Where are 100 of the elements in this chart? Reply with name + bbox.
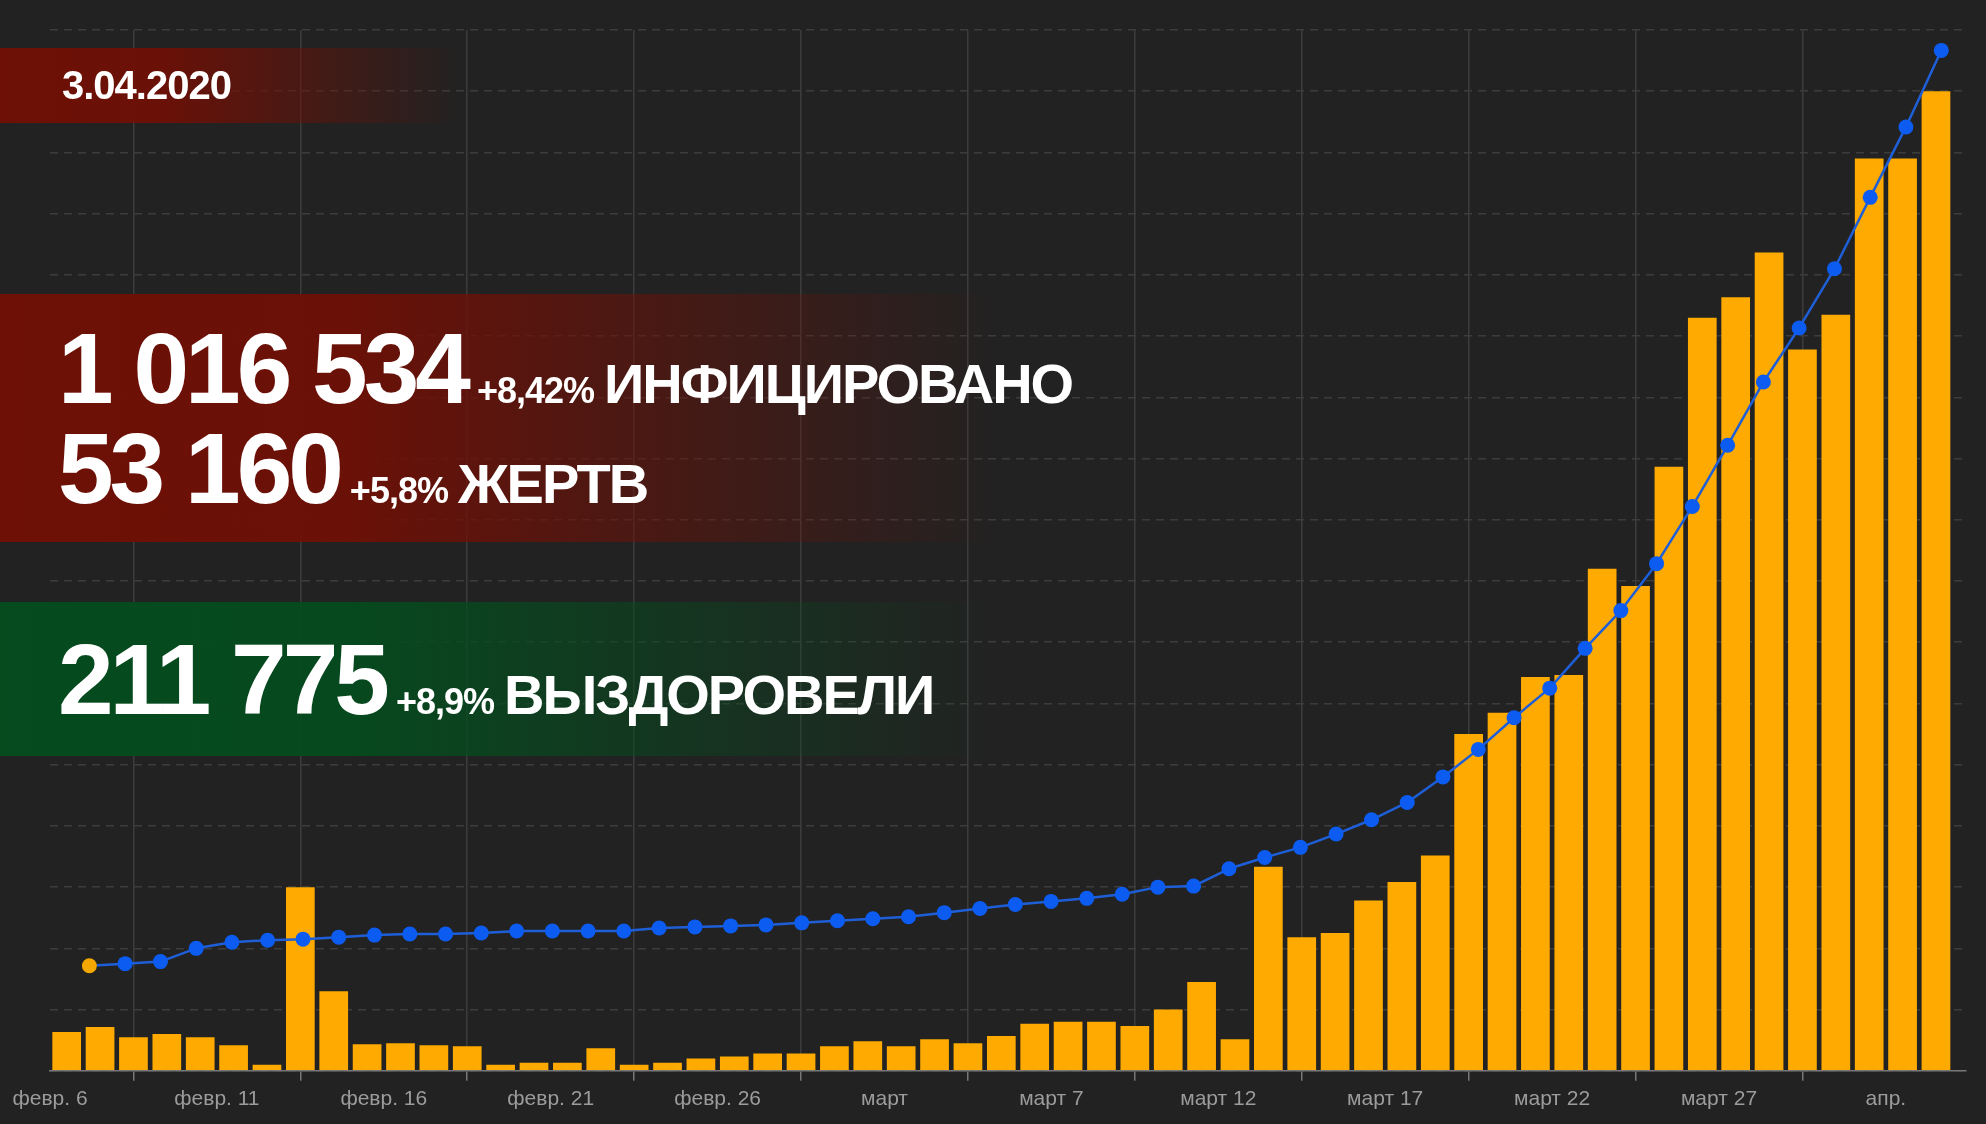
bar (252, 1064, 282, 1071)
point (366, 927, 382, 943)
bar (553, 1062, 582, 1071)
bar (1888, 158, 1917, 1071)
bar (1854, 158, 1884, 1071)
x-tick-label: март 12 (1180, 1086, 1257, 1110)
x-tick-label: март 17 (1347, 1086, 1424, 1110)
bar (1521, 676, 1550, 1071)
point (1364, 812, 1380, 828)
bar (1187, 982, 1216, 1071)
point (936, 905, 952, 921)
bar (1254, 866, 1283, 1071)
x-tick-label: февр. 16 (340, 1086, 428, 1110)
point (260, 932, 276, 948)
bar (85, 1026, 115, 1071)
point (473, 925, 489, 941)
x-tick-label: март 7 (1019, 1086, 1084, 1110)
point (1755, 374, 1771, 390)
bar (1487, 712, 1517, 1071)
point (794, 915, 810, 931)
x-tick-label: февр. 6 (12, 1086, 88, 1110)
point (81, 958, 97, 974)
bar (119, 1037, 148, 1071)
point (829, 913, 845, 929)
point (1542, 680, 1558, 696)
annotation: ВЫЗДОРОВЕЛИ (504, 662, 934, 728)
x-tick-label: февр. 26 (674, 1086, 762, 1110)
point (1328, 826, 1344, 842)
bar (1587, 568, 1617, 1071)
annotation: +8,42% (476, 369, 594, 413)
x-tick-label: март 22 (1514, 1086, 1591, 1110)
point (651, 920, 667, 936)
point (1649, 556, 1665, 572)
x-tick-label: февр. 21 (507, 1086, 595, 1110)
point (580, 923, 596, 939)
bar (185, 1037, 215, 1071)
point (224, 934, 240, 950)
point (1720, 437, 1736, 453)
point (687, 919, 703, 935)
bar (753, 1053, 783, 1071)
point (1435, 769, 1451, 785)
point (1506, 710, 1522, 726)
point (1079, 890, 1095, 906)
bar (1687, 317, 1717, 1071)
x-tick-label: февр. 11 (174, 1086, 260, 1110)
bar (1153, 1009, 1183, 1071)
bar (1120, 1025, 1150, 1071)
point (1613, 603, 1629, 619)
point (1114, 886, 1130, 902)
bar (1821, 314, 1851, 1071)
annotation: +8,9% (395, 680, 495, 724)
annotation: 3.04.2020 (62, 63, 231, 107)
point (1470, 741, 1486, 757)
bar (1287, 937, 1317, 1071)
point (1043, 893, 1059, 909)
bar (1454, 734, 1483, 1071)
point (1577, 640, 1593, 656)
bar (653, 1062, 682, 1071)
x-tick-label: март 27 (1680, 1086, 1758, 1110)
bar (1387, 882, 1417, 1071)
point (1292, 839, 1308, 855)
point (509, 923, 525, 939)
bar (686, 1058, 716, 1071)
point (1862, 189, 1878, 205)
point (295, 931, 311, 947)
bar (1754, 252, 1784, 1071)
bar (219, 1045, 248, 1071)
bar (719, 1056, 749, 1071)
bar (886, 1046, 916, 1071)
bar (319, 991, 349, 1071)
bar (386, 1043, 415, 1071)
bar (1020, 1023, 1050, 1071)
bar (486, 1064, 515, 1071)
point (1826, 261, 1842, 277)
point (188, 940, 204, 956)
bar (953, 1043, 983, 1071)
bar (352, 1044, 382, 1071)
point (1150, 879, 1166, 895)
bar (1320, 933, 1350, 1071)
bar (1621, 586, 1650, 1071)
bar (419, 1045, 449, 1071)
point (1007, 896, 1023, 912)
point (865, 911, 881, 927)
point (1399, 794, 1415, 810)
point (331, 929, 347, 945)
point (1221, 861, 1237, 877)
bar (452, 1046, 482, 1071)
point (152, 954, 168, 970)
bar (1654, 466, 1684, 1071)
point (616, 923, 632, 939)
annotation: ЖЕРТВ (457, 451, 648, 517)
point (1791, 320, 1807, 336)
bar (286, 887, 315, 1071)
bar (853, 1041, 883, 1071)
bar (1921, 91, 1951, 1071)
point (901, 909, 917, 925)
bar (619, 1064, 649, 1071)
bar (786, 1053, 816, 1071)
bar (1354, 900, 1383, 1071)
point (544, 923, 560, 939)
